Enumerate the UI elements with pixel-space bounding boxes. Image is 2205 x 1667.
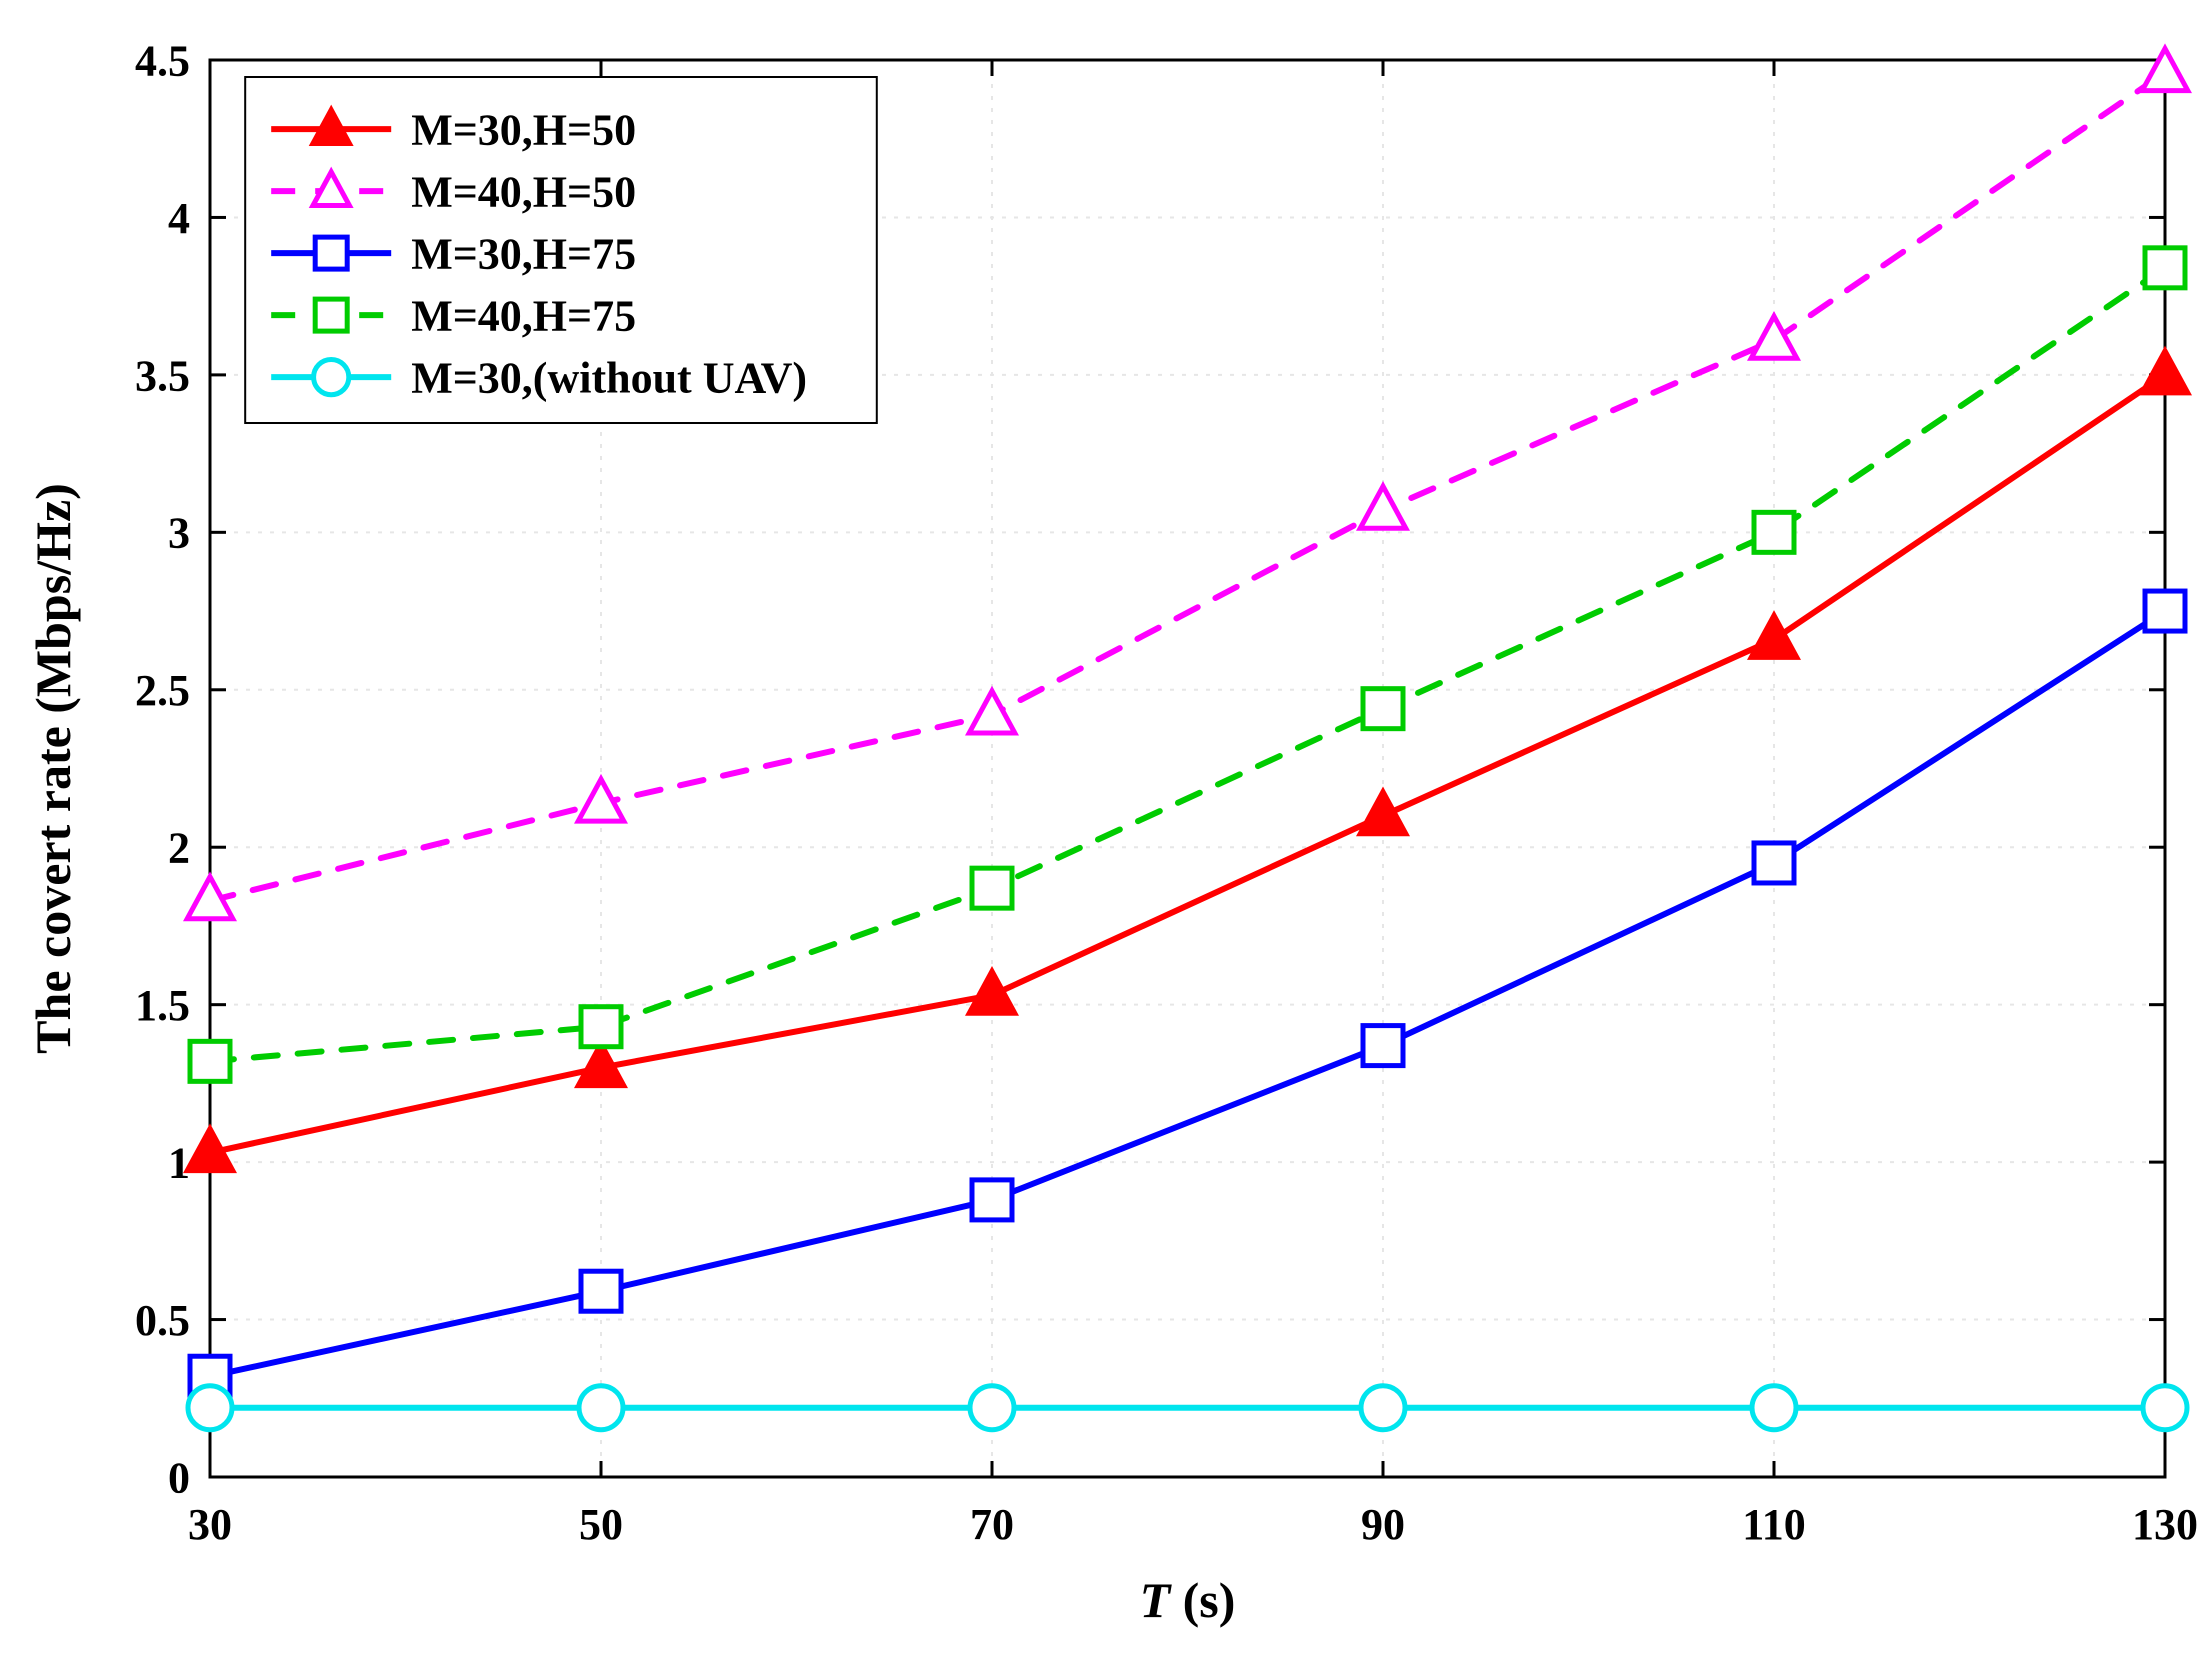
y-tick-label: 2: [168, 824, 190, 873]
y-tick-label: 4: [168, 194, 190, 243]
legend-label: M=30,H=50: [411, 106, 636, 155]
y-tick-label: 0.5: [135, 1296, 190, 1345]
legend-label: M=30,(without UAV): [411, 354, 807, 403]
x-axis-label: T (s): [1140, 1572, 1236, 1628]
x-tick-label: 110: [1742, 1500, 1806, 1549]
y-axis-label: The covert rate (Mbps/Hz): [25, 483, 81, 1054]
y-tick-label: 3: [168, 509, 190, 558]
y-tick-label: 1.5: [135, 981, 190, 1030]
line-chart: 30 50 70 90 110 130 T (s) 0 0.5 1 1.5 2 2.5 3 3.5 4 4.5 T…: [0, 0, 2205, 1667]
y-tick-label: 4.5: [135, 36, 190, 85]
x-tick-label: 130: [2132, 1500, 2198, 1549]
legend-label: M=40,H=75: [411, 292, 636, 341]
y-tick-label: 3.5: [135, 351, 190, 400]
x-tick-label: 90: [1361, 1500, 1405, 1549]
chart-container: 30 50 70 90 110 130 T (s) 0 0.5 1 1.5 2 2.5 3 3.5 4 4.5 T…: [0, 0, 2205, 1667]
y-tick-label: 2.5: [135, 666, 190, 715]
x-tick-label: 30: [188, 1500, 232, 1549]
legend-label: M=30,H=75: [411, 230, 636, 279]
legend-label: M=40,H=50: [411, 168, 636, 217]
x-tick-label: 70: [970, 1500, 1014, 1549]
x-tick-label: 50: [579, 1500, 623, 1549]
legend: M=30,H=50 M=40,H=50 M=30,H=75 M=40,H=75 M=30…: [245, 77, 877, 423]
y-tick-label: 0: [168, 1453, 190, 1502]
y-tick-label: 1: [168, 1139, 190, 1188]
